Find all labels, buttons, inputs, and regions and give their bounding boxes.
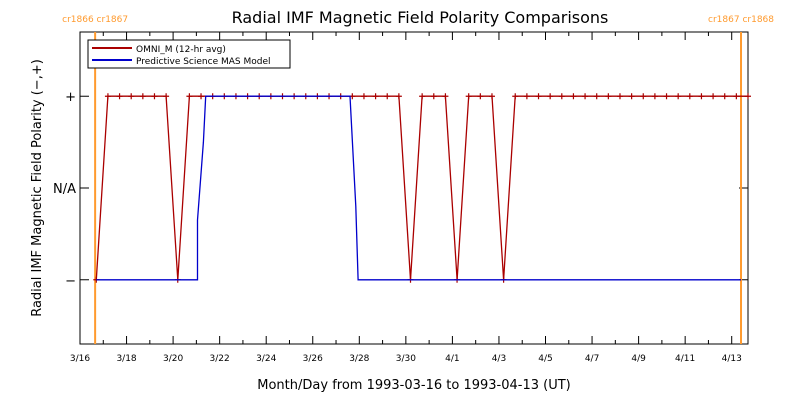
x-tick-label: 4/13 — [722, 354, 742, 364]
data-point-omni — [605, 93, 612, 100]
data-point-omni — [128, 93, 135, 100]
x-tick-label: 3/30 — [396, 354, 416, 364]
data-point-omni — [430, 93, 437, 100]
legend-label-mas: Predictive Science MAS Model — [136, 57, 271, 67]
legend-label-omni: OMNI_M (12-hr avg) — [136, 45, 226, 55]
carrington-marker-label: cr1867 cr1868 — [708, 15, 774, 25]
y-axis-label: Radial IMF Magnetic Field Polarity (−,+) — [30, 59, 45, 317]
data-point-omni — [582, 93, 589, 100]
data-point-omni — [360, 93, 367, 100]
data-point-omni — [651, 93, 658, 100]
data-point-omni — [104, 93, 111, 100]
legend: OMNI_M (12-hr avg) Predictive Science MA… — [87, 39, 291, 69]
x-axis: 3/16 3/18 3/20 3/22 3/24 3/26 3/28 3/30 4/1 4/3 4/… — [70, 32, 742, 364]
x-axis-label: Month/Day from 1993-03-16 to 1993-04-13 … — [257, 378, 570, 393]
data-point-omni — [721, 93, 728, 100]
data-point-omni — [640, 93, 647, 100]
carrington-marker-label: cr1866 cr1867 — [62, 15, 128, 25]
data-point-omni — [419, 93, 426, 100]
legend-box — [87, 39, 291, 69]
data-point-omni — [663, 93, 670, 100]
data-point-omni — [570, 93, 577, 100]
data-point-omni — [512, 93, 519, 100]
data-point-omni — [535, 93, 542, 100]
x-tick-label: 4/11 — [675, 354, 695, 364]
series-line-mas — [96, 95, 741, 281]
x-tick-label: 3/16 — [70, 354, 90, 364]
x-tick-label: 4/5 — [538, 354, 552, 364]
data-point-omni — [395, 93, 402, 100]
x-tick-label: 3/20 — [163, 354, 183, 364]
x-tick-label: 3/18 — [116, 354, 136, 364]
y-tick-label: − — [65, 274, 76, 289]
data-point-omni — [733, 93, 740, 100]
x-tick-label: 4/7 — [585, 354, 599, 364]
plot-area-frame — [79, 31, 749, 345]
data-point-omni — [186, 93, 193, 100]
x-tick-label: 3/22 — [210, 354, 230, 364]
data-point-omni — [745, 93, 751, 100]
data-point-omni — [384, 93, 391, 100]
data-point-omni — [686, 93, 693, 100]
data-point-omni — [616, 93, 623, 100]
data-point-omni — [116, 93, 123, 100]
x-tick-label: 3/28 — [349, 354, 369, 364]
x-tick-label: 4/3 — [492, 354, 506, 364]
data-point-omni — [547, 93, 554, 100]
series-lines — [93, 93, 751, 283]
data-point-omni — [698, 93, 705, 100]
data-point-omni — [151, 93, 158, 100]
data-point-omni — [558, 93, 565, 100]
data-point-omni — [710, 93, 717, 100]
data-point-omni — [139, 93, 146, 100]
y-tick-label: N/A — [53, 182, 76, 197]
series-line-omni — [95, 95, 748, 280]
data-point-omni — [442, 93, 449, 100]
data-point-omni — [163, 93, 170, 100]
carrington-markers: cr1866 cr1867 cr1867 cr1868 — [62, 15, 774, 344]
data-point-omni — [675, 93, 682, 100]
data-point-omni — [628, 93, 635, 100]
data-point-omni — [372, 93, 379, 100]
x-tick-label: 3/24 — [256, 354, 276, 364]
x-tick-label: 3/26 — [303, 354, 323, 364]
data-point-omni — [523, 93, 530, 100]
data-point-omni — [477, 93, 484, 100]
chart-title: Radial IMF Magnetic Field Polarity Compa… — [232, 8, 609, 27]
data-point-omni — [593, 93, 600, 100]
data-point-omni — [198, 93, 205, 100]
data-point-omni — [488, 93, 495, 100]
x-tick-label: 4/1 — [445, 354, 459, 364]
y-tick-label: + — [65, 90, 76, 105]
x-tick-label: 4/9 — [631, 354, 646, 364]
data-point-omni — [465, 93, 472, 100]
